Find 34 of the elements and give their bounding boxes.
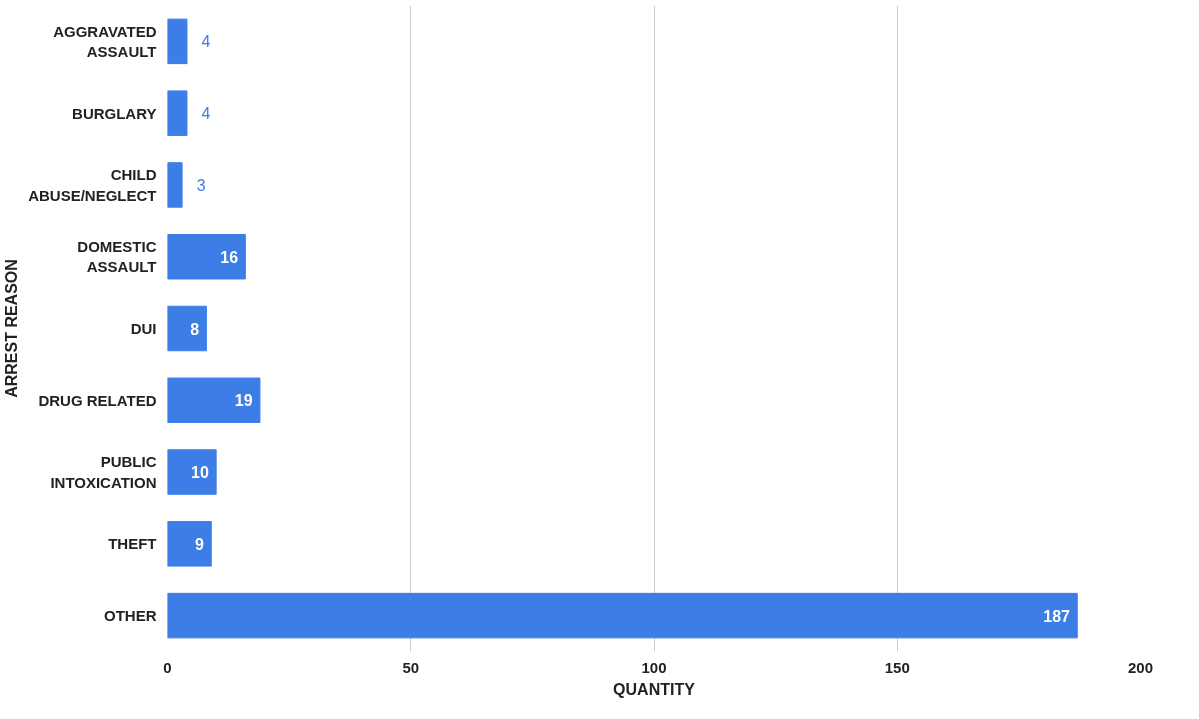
bar [167, 162, 183, 208]
data-label: 3 [196, 176, 206, 194]
y-axis-title: ARREST REASON [3, 259, 21, 398]
data-label: 4 [201, 33, 211, 51]
data-label: 16 [220, 248, 239, 266]
y-tick-label: THEFT [108, 535, 157, 553]
bar [167, 592, 1078, 639]
data-label: 10 [191, 464, 209, 482]
bar [167, 449, 217, 495]
y-tick-label: CHILD ABUSE/NEGLECT [28, 166, 157, 204]
x-tick-label: 0 [163, 658, 172, 676]
y-tick-label: DRUG RELATED [38, 391, 157, 409]
x-axis-title: QUANTITY [613, 680, 696, 698]
x-tick-label: 100 [641, 658, 667, 676]
bar [167, 233, 246, 280]
bar [167, 90, 188, 136]
x-tick-label: 50 [402, 658, 420, 676]
x-tick-label: 200 [1127, 658, 1154, 676]
bar [167, 377, 261, 424]
data-label: 8 [190, 320, 200, 338]
data-label: 4 [201, 105, 211, 123]
data-label: 187 [1043, 607, 1071, 625]
y-tick-label: AGGRAVATED ASSAULT [53, 22, 157, 61]
y-tick-label: PUBLIC INTOXICATION [50, 453, 157, 491]
data-label: 9 [195, 535, 205, 553]
y-tick-label: DOMESTIC ASSAULT [77, 238, 157, 276]
bar [167, 521, 212, 567]
data-label: 19 [234, 392, 253, 410]
bar [167, 305, 207, 352]
x-tick-label: 150 [884, 658, 910, 676]
y-tick-label: DUI [130, 320, 157, 337]
y-tick-label: BURGLARY [72, 104, 157, 122]
y-tick-label: OTHER [104, 607, 157, 625]
bar [167, 18, 188, 65]
